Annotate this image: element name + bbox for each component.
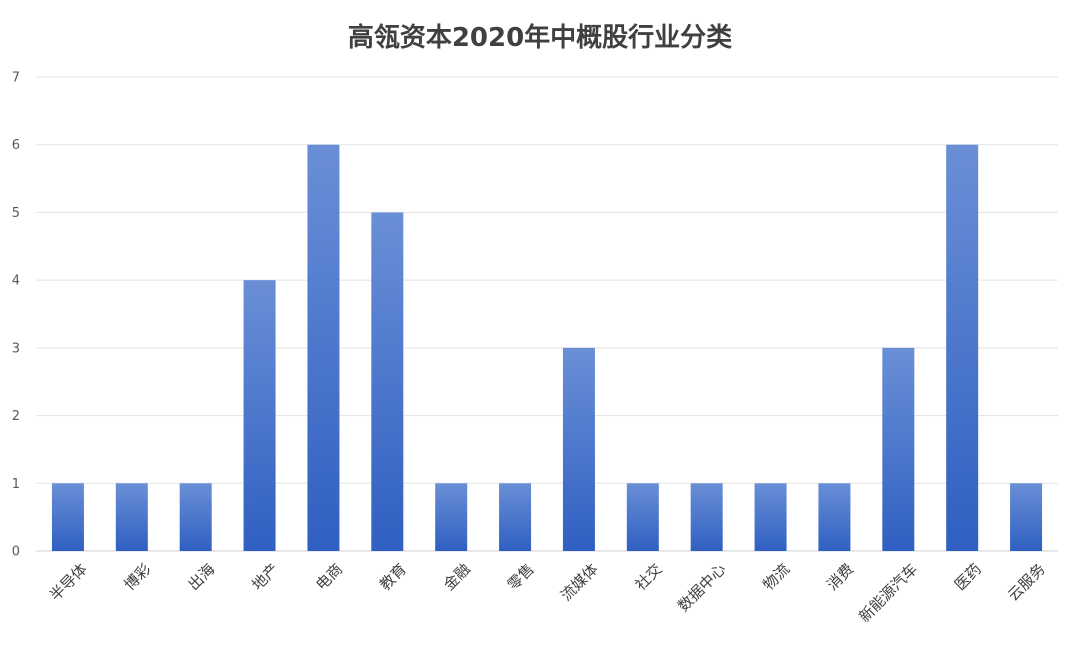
- bar-0: [51, 483, 84, 551]
- bar-4: [307, 144, 340, 551]
- bars: [51, 144, 1043, 551]
- x-tick-label: 博彩: [121, 560, 155, 594]
- chart-title: 高瓴资本2020年中概股行业分类: [348, 22, 732, 53]
- x-tick-label: 零售: [504, 560, 538, 594]
- y-tick-label: 6: [12, 138, 20, 153]
- bar-5: [371, 212, 404, 551]
- x-tick-label: 金融: [440, 560, 474, 594]
- bar-9: [626, 483, 659, 551]
- y-axis-ticks: 0 1 2 3 4 5 6 7: [12, 71, 20, 560]
- x-tick-label: 半导体: [46, 560, 91, 605]
- bar-6: [435, 483, 468, 551]
- bar-13: [882, 347, 915, 551]
- bar-2: [179, 483, 212, 551]
- x-tick-label: 医药: [951, 560, 985, 594]
- bar-8: [562, 347, 595, 551]
- y-tick-label: 7: [12, 71, 20, 86]
- y-tick-label: 1: [12, 477, 20, 492]
- x-tick-label: 社交: [632, 560, 666, 594]
- x-tick-label: 出海: [184, 560, 218, 594]
- x-tick-label: 流媒体: [557, 560, 602, 605]
- bar-1: [115, 483, 148, 551]
- bar-7: [499, 483, 532, 551]
- bar-3: [243, 280, 276, 551]
- x-tick-label: 新能源汽车: [855, 560, 921, 626]
- y-tick-label: 4: [12, 274, 20, 289]
- bar-10: [690, 483, 723, 551]
- x-tick-label: 电商: [312, 560, 346, 594]
- bar-11: [754, 483, 787, 551]
- x-tick-label: 云服务: [1004, 560, 1049, 605]
- x-tick-label: 地产: [248, 560, 282, 594]
- bar-15: [1010, 483, 1043, 551]
- x-tick-label: 消费: [823, 560, 857, 594]
- x-tick-label: 教育: [376, 560, 410, 594]
- y-tick-label: 0: [12, 545, 20, 560]
- y-tick-label: 3: [12, 341, 20, 356]
- x-tick-label: 数据中心: [674, 560, 729, 615]
- x-tick-label: 物流: [759, 560, 793, 594]
- y-tick-label: 5: [12, 206, 20, 221]
- y-tick-label: 2: [12, 409, 20, 424]
- bar-14: [946, 144, 979, 551]
- bar-12: [818, 483, 851, 551]
